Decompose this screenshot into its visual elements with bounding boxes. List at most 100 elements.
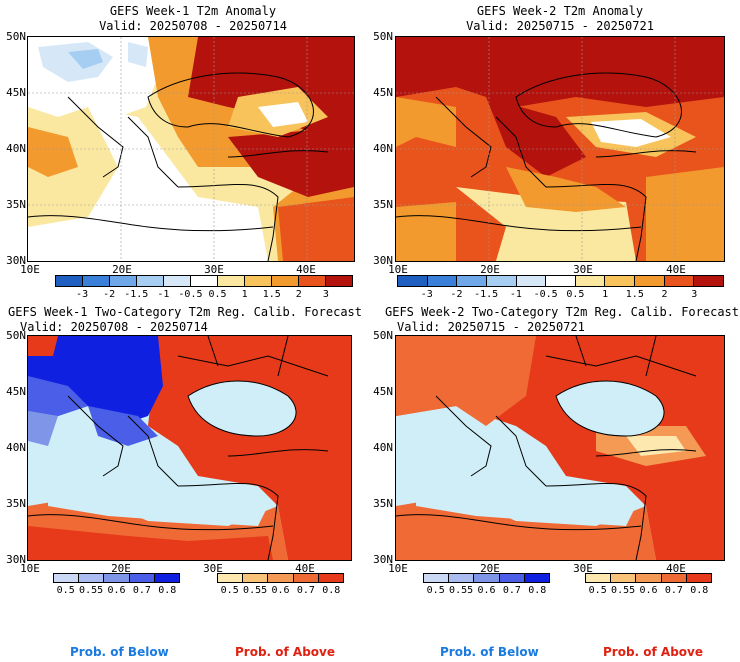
- colorbar-tick-label: 0.8: [158, 585, 177, 596]
- colorbar-swatch: [190, 276, 217, 286]
- colorbar-tick-label: 0.5: [220, 585, 239, 596]
- colorbar-swatch: [685, 574, 712, 582]
- lat-label-40n: 40N: [373, 142, 393, 155]
- colorbar-tick-label: 3: [691, 289, 698, 300]
- colorbar-tick-label: 2: [661, 289, 668, 300]
- colorbar-tick-label: 1.5: [262, 289, 281, 300]
- probability-map-week1-field: [28, 336, 351, 560]
- lon-label-30e: 30E: [203, 562, 223, 575]
- colorbar-swatch: [54, 574, 79, 582]
- lat-label-35n: 35N: [373, 198, 393, 211]
- colorbar-swatch: [574, 276, 605, 286]
- anomaly-colorbar-week1: [55, 275, 353, 287]
- colorbar-swatch: [610, 574, 636, 582]
- colorbar-tick-label: 0.55: [79, 585, 104, 596]
- colorbar-tick-label: 0.8: [690, 585, 709, 596]
- panel-2-title: GEFS Week-2 T2m Anomaly Valid: 20250715 …: [395, 4, 725, 34]
- lat-label-45n: 45N: [373, 385, 393, 398]
- colorbar-tick-label: 0.5: [56, 585, 75, 596]
- lon-label-30e: 30E: [573, 263, 593, 276]
- colorbar-tick-label: 1: [602, 289, 609, 300]
- panel-4-title-text: GEFS Week-2 Two-Category T2m Reg. Calib.…: [385, 305, 740, 319]
- lat-label-50n: 50N: [373, 30, 393, 43]
- colorbar-swatch: [218, 574, 243, 582]
- anomaly-colorbar-week2: [397, 275, 724, 287]
- colorbar-swatch: [634, 276, 664, 286]
- lat-label-35n: 35N: [6, 198, 26, 211]
- lon-label-40e: 40E: [666, 562, 686, 575]
- colorbar-swatch: [515, 276, 546, 286]
- colorbar-swatch: [217, 276, 244, 286]
- colorbar-tick-label: -1.5: [474, 289, 499, 300]
- colorbar-swatch: [660, 574, 686, 582]
- above-colorbar-week2: [585, 573, 712, 583]
- colorbar-swatch: [523, 574, 550, 582]
- anomaly-map-week2-field: [396, 37, 724, 261]
- colorbar-tick-label: 0.6: [639, 585, 658, 596]
- colorbar-swatch: [82, 276, 109, 286]
- lon-label-40e: 40E: [296, 263, 316, 276]
- colorbar-swatch: [267, 574, 293, 582]
- lat-label-45n: 45N: [373, 86, 393, 99]
- lat-label-50n: 50N: [6, 329, 26, 342]
- colorbar-tick-label: -3: [76, 289, 89, 300]
- panel-4-title: GEFS Week-2 Two-Category T2m Reg. Calib.…: [385, 305, 740, 335]
- lon-label-30e: 30E: [573, 562, 593, 575]
- colorbar-swatch: [136, 276, 163, 286]
- panel-2-valid-text: Valid: 20250715 - 20250721: [466, 19, 654, 33]
- panel-1-title-text: GEFS Week-1 T2m Anomaly: [109, 4, 277, 18]
- below-colorbar-week1: [53, 573, 180, 583]
- colorbar-swatch: [292, 574, 318, 582]
- prob-below-label-week2: Prob. of Below: [440, 645, 539, 659]
- lon-label-20e: 20E: [111, 562, 131, 575]
- lat-label-40n: 40N: [373, 441, 393, 454]
- colorbar-tick-label: 0.55: [243, 585, 268, 596]
- colorbar-tick-label: 1.5: [625, 289, 644, 300]
- colorbar-tick-label: 0.5: [426, 585, 445, 596]
- colorbar-swatch: [78, 574, 104, 582]
- lat-label-40n: 40N: [6, 441, 26, 454]
- colorbar-tick-label: 0.7: [296, 585, 315, 596]
- panel-1-valid-text: Valid: 20250708 - 20250714: [99, 19, 287, 33]
- colorbar-tick-label: -0.5: [533, 289, 558, 300]
- panel-3-valid-text: Valid: 20250708 - 20250714: [20, 320, 208, 334]
- lat-label-30n: 30N: [6, 553, 26, 566]
- colorbar-tick-label: 0.55: [611, 585, 636, 596]
- colorbar-swatch: [586, 574, 611, 582]
- colorbar-swatch: [109, 276, 136, 286]
- lon-label-30e: 30E: [204, 263, 224, 276]
- colorbar-tick-label: -2: [103, 289, 116, 300]
- probability-map-week1: [27, 335, 352, 561]
- lon-label-10e: 10E: [20, 562, 40, 575]
- colorbar-tick-label: 0.5: [208, 289, 227, 300]
- panel-4-valid-text: Valid: 20250715 - 20250721: [397, 320, 585, 334]
- colorbar-swatch: [128, 574, 154, 582]
- colorbar-tick-label: -1.5: [124, 289, 149, 300]
- colorbar-swatch: [456, 276, 486, 286]
- lon-label-10e: 10E: [20, 263, 40, 276]
- panel-3-title-text: GEFS Week-1 Two-Category T2m Reg. Calib.…: [8, 305, 363, 319]
- lat-label-35n: 35N: [6, 497, 26, 510]
- lat-label-40n: 40N: [6, 142, 26, 155]
- colorbar-tick-label: 0.8: [322, 585, 341, 596]
- panel-2-title-text: GEFS Week-2 T2m Anomaly: [476, 4, 644, 18]
- anomaly-map-week2: [395, 36, 725, 262]
- colorbar-swatch: [426, 276, 457, 286]
- panel-1-title: GEFS Week-1 T2m Anomaly Valid: 20250708 …: [28, 4, 358, 34]
- lon-label-20e: 20E: [480, 263, 500, 276]
- colorbar-tick-label: -3: [420, 289, 433, 300]
- colorbar-swatch: [424, 574, 449, 582]
- above-colorbar-week1: [217, 573, 344, 583]
- colorbar-swatch: [693, 276, 724, 286]
- colorbar-swatch: [604, 276, 635, 286]
- colorbar-tick-label: 0.55: [449, 585, 474, 596]
- probability-map-week2-field: [396, 336, 724, 560]
- lon-label-20e: 20E: [480, 562, 500, 575]
- colorbar-swatch: [56, 276, 82, 286]
- lat-label-45n: 45N: [6, 86, 26, 99]
- colorbar-swatch: [398, 276, 427, 286]
- colorbar-swatch: [153, 574, 180, 582]
- lon-label-10e: 10E: [388, 562, 408, 575]
- colorbar-tick-label: 0.7: [132, 585, 151, 596]
- lon-label-40e: 40E: [295, 562, 315, 575]
